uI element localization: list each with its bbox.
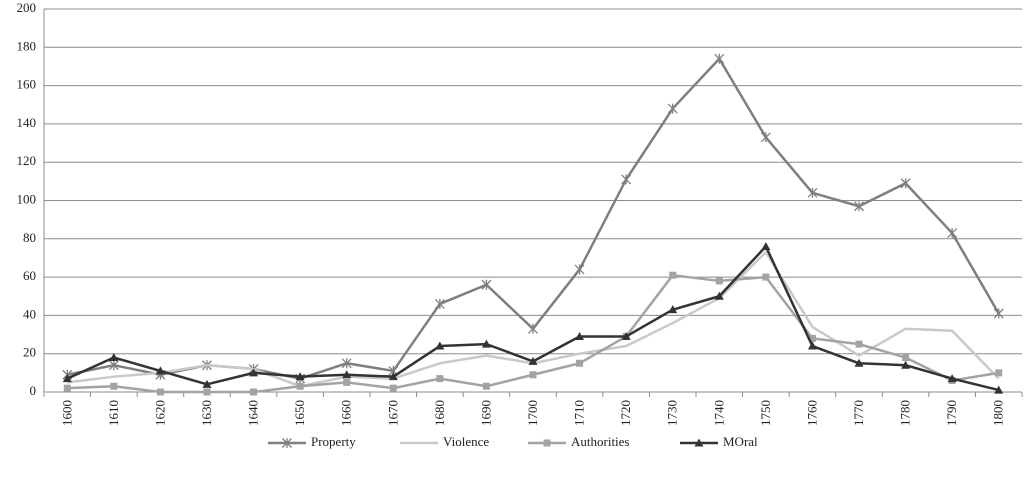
marker [109, 353, 119, 362]
marker [282, 438, 292, 448]
marker [993, 308, 1004, 319]
marker [528, 356, 538, 365]
marker [203, 388, 211, 396]
y-tick-label: 160 [17, 77, 37, 92]
marker [761, 241, 771, 250]
marker [250, 388, 258, 396]
marker [156, 388, 164, 396]
x-tick-label: 1730 [665, 400, 680, 426]
x-tick-label: 1640 [246, 400, 261, 426]
marker [995, 369, 1003, 377]
legend-label: MOral [723, 434, 758, 449]
x-tick-label: 1690 [478, 400, 493, 426]
marker [389, 384, 397, 392]
marker [667, 103, 678, 114]
marker [947, 228, 958, 239]
marker [343, 378, 351, 386]
x-tick-label: 1780 [898, 400, 913, 426]
marker [62, 374, 72, 383]
legend-label: Violence [443, 434, 489, 449]
x-tick-label: 1740 [711, 400, 726, 426]
marker [621, 331, 631, 340]
marker [669, 271, 677, 279]
marker [481, 279, 492, 290]
y-tick-label: 0 [30, 383, 37, 398]
y-tick-label: 200 [17, 0, 37, 15]
marker [621, 174, 632, 185]
y-tick-label: 80 [23, 230, 36, 245]
marker [202, 379, 212, 388]
x-tick-label: 1630 [199, 400, 214, 426]
marker [435, 341, 445, 350]
marker [854, 201, 864, 212]
marker [341, 358, 352, 369]
x-tick-label: 1700 [525, 400, 540, 426]
marker [296, 382, 304, 390]
marker [249, 368, 259, 377]
x-tick-label: 1720 [618, 400, 633, 426]
marker [543, 439, 551, 447]
marker [715, 277, 723, 285]
y-tick-label: 100 [17, 191, 37, 206]
marker [760, 132, 771, 143]
marker [808, 334, 816, 342]
marker [714, 53, 725, 64]
x-tick-label: 1760 [804, 400, 819, 426]
marker [762, 273, 770, 281]
x-tick-label: 1750 [758, 400, 773, 426]
marker [900, 178, 911, 189]
x-tick-label: 1660 [339, 400, 354, 426]
marker [994, 385, 1004, 394]
x-tick-label: 1600 [59, 400, 74, 426]
x-tick-label: 1800 [991, 400, 1006, 426]
marker [295, 372, 305, 381]
x-tick-label: 1790 [944, 400, 959, 426]
marker [574, 264, 585, 275]
marker [434, 298, 445, 309]
x-tick-label: 1620 [152, 400, 167, 426]
y-tick-label: 180 [17, 38, 37, 53]
legend-label: Authorities [571, 434, 630, 449]
marker [807, 341, 817, 350]
marker [63, 384, 71, 392]
marker [714, 291, 724, 300]
marker [668, 305, 678, 314]
legend-label: Property [311, 434, 356, 449]
marker [854, 358, 864, 367]
y-tick-label: 20 [23, 345, 36, 360]
marker [482, 382, 490, 390]
marker [342, 370, 352, 379]
marker [575, 331, 585, 340]
y-tick-label: 140 [17, 115, 37, 130]
marker [155, 366, 165, 375]
marker [901, 360, 911, 369]
marker [947, 374, 957, 383]
marker [855, 340, 863, 348]
marker [576, 359, 584, 367]
x-tick-label: 1680 [432, 400, 447, 426]
marker [436, 375, 444, 383]
x-tick-label: 1610 [106, 400, 121, 426]
marker [108, 360, 119, 371]
marker [807, 187, 818, 198]
marker [481, 339, 491, 348]
y-tick-label: 60 [23, 268, 36, 283]
x-tick-label: 1650 [292, 400, 307, 426]
marker [110, 382, 118, 390]
marker [694, 438, 704, 447]
x-tick-label: 1670 [385, 400, 400, 426]
y-tick-label: 120 [17, 153, 37, 168]
marker [529, 371, 537, 379]
marker [528, 323, 538, 334]
x-tick-label: 1710 [572, 400, 587, 426]
marker [902, 354, 910, 362]
x-tick-label: 1770 [851, 400, 866, 426]
y-tick-label: 40 [23, 306, 36, 321]
marker [388, 372, 398, 381]
